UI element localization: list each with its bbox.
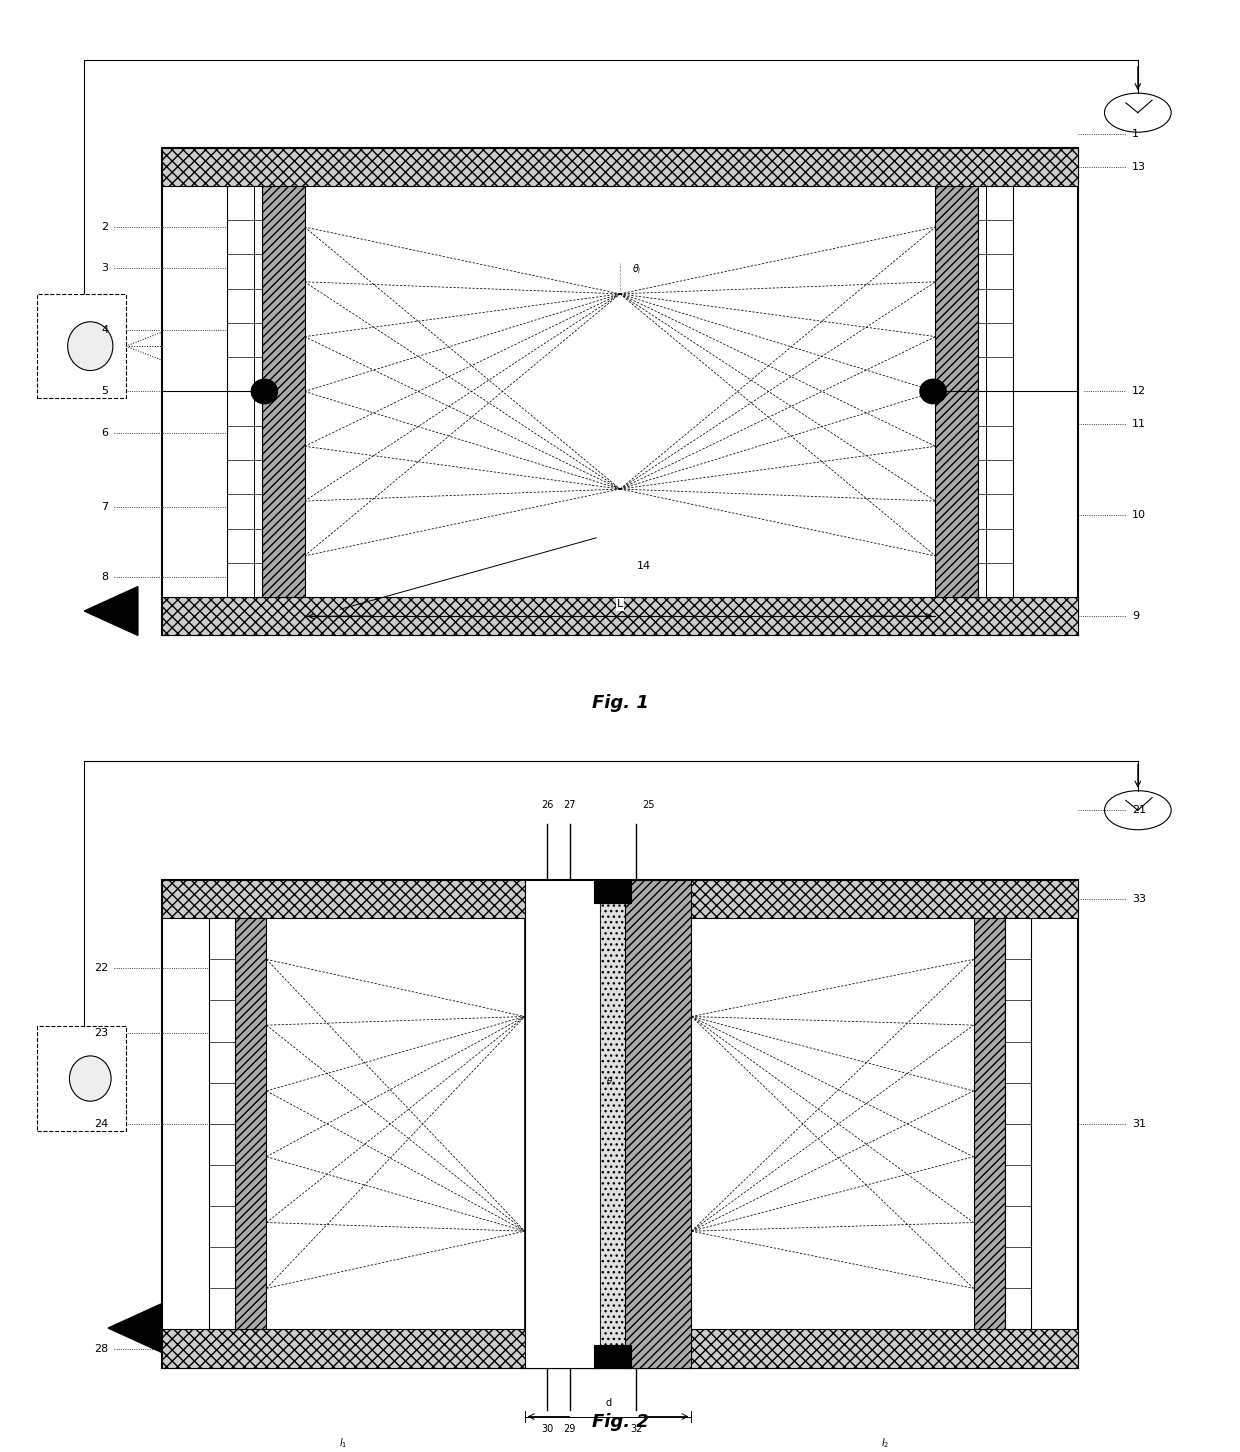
Text: 13: 13: [1132, 161, 1146, 171]
Bar: [262, 186, 305, 597]
Ellipse shape: [252, 379, 278, 404]
Text: 31: 31: [1132, 1119, 1146, 1128]
Bar: [600, 880, 625, 1368]
Bar: [935, 186, 978, 597]
Bar: [525, 880, 600, 1368]
Text: L: L: [616, 600, 624, 610]
Text: 29: 29: [563, 1423, 575, 1433]
Bar: [594, 1345, 631, 1368]
Text: 7: 7: [100, 501, 108, 511]
Bar: [37, 293, 126, 398]
Text: $\theta_i$: $\theta_i$: [605, 1076, 615, 1089]
Text: 1: 1: [1132, 129, 1138, 138]
Bar: [973, 918, 1004, 1330]
Bar: [236, 918, 267, 1330]
Text: 25: 25: [642, 800, 655, 810]
Text: 22: 22: [94, 963, 108, 973]
Bar: [161, 1330, 1079, 1368]
Text: 9: 9: [1132, 611, 1140, 621]
Text: 8: 8: [100, 572, 108, 581]
Text: 14: 14: [637, 560, 651, 571]
Bar: [37, 1027, 126, 1131]
Text: 4: 4: [100, 325, 108, 335]
Text: 24: 24: [94, 1119, 108, 1128]
Text: 3: 3: [102, 263, 108, 273]
Text: 6: 6: [102, 427, 108, 437]
Bar: [161, 597, 1079, 636]
Text: 23: 23: [94, 1028, 108, 1038]
Bar: [227, 186, 262, 597]
Bar: [210, 918, 236, 1330]
Bar: [594, 880, 631, 903]
Text: 32: 32: [630, 1423, 642, 1433]
Bar: [161, 148, 1079, 636]
Polygon shape: [108, 1304, 161, 1352]
Ellipse shape: [69, 1056, 112, 1101]
Bar: [161, 880, 1079, 1368]
Text: 12: 12: [1132, 386, 1146, 396]
Text: 21: 21: [1132, 806, 1146, 815]
Ellipse shape: [920, 379, 946, 404]
Text: Fig. 2: Fig. 2: [591, 1413, 649, 1430]
Bar: [525, 880, 692, 1368]
Text: 11: 11: [1132, 420, 1146, 430]
Text: Fig. 1: Fig. 1: [591, 694, 649, 711]
Bar: [1004, 918, 1030, 1330]
Bar: [625, 880, 692, 1368]
Text: $\theta_i$: $\theta_i$: [632, 263, 642, 276]
Ellipse shape: [68, 322, 113, 370]
Text: 27: 27: [563, 800, 577, 810]
Bar: [978, 186, 1013, 597]
Text: $l_1$: $l_1$: [339, 1436, 347, 1451]
Bar: [161, 148, 1079, 186]
Text: $l_2$: $l_2$: [880, 1436, 889, 1451]
Text: 10: 10: [1132, 510, 1146, 520]
Text: 2: 2: [100, 222, 108, 232]
Bar: [161, 880, 1079, 918]
Text: 28: 28: [94, 1343, 108, 1353]
Text: 5: 5: [102, 386, 108, 396]
Text: 30: 30: [541, 1423, 553, 1433]
Text: 26: 26: [541, 800, 553, 810]
Polygon shape: [84, 587, 138, 636]
Text: 33: 33: [1132, 894, 1146, 905]
Text: d: d: [605, 1398, 611, 1408]
